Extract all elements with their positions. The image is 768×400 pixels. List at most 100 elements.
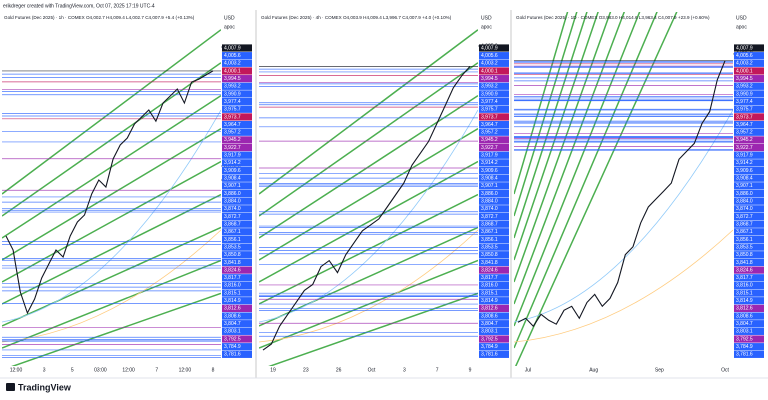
level-label: 3,973.7 xyxy=(736,114,753,120)
level-label: 3,867.1 xyxy=(224,229,241,235)
level-label-box xyxy=(734,166,764,175)
level-label-box xyxy=(479,304,509,312)
level-label: 3,993.2 xyxy=(481,84,498,90)
level-label: 3,815.1 xyxy=(481,290,498,296)
moving-average xyxy=(259,109,478,323)
level-label-box xyxy=(222,90,252,98)
level-label-box xyxy=(734,258,764,267)
level-label-box xyxy=(734,159,764,167)
moving-average xyxy=(514,109,733,323)
level-label-box xyxy=(222,105,252,113)
level-label: 3,990.9 xyxy=(736,91,753,97)
level-label: 3,853.5 xyxy=(481,244,498,250)
level-label-box xyxy=(734,350,764,358)
level-label: 3,945.2 xyxy=(736,137,753,143)
trendline xyxy=(2,259,221,349)
level-label: 3,824.6 xyxy=(224,267,241,273)
level-label: 3,874.0 xyxy=(481,206,498,212)
level-label-box xyxy=(479,243,509,251)
level-label-box xyxy=(479,212,509,221)
trendline xyxy=(268,292,478,366)
level-label: 3,964.7 xyxy=(481,122,498,128)
level-label-box xyxy=(479,197,509,205)
level-label: 3,908.4 xyxy=(224,176,241,182)
x-tick-label: 23 xyxy=(303,367,309,373)
level-label: 3,907.1 xyxy=(481,183,498,189)
level-label: 3,975.7 xyxy=(736,107,753,113)
level-label: 3,975.7 xyxy=(224,107,241,113)
panel xyxy=(2,29,221,366)
level-label: 3,908.4 xyxy=(481,176,498,182)
level-label-box xyxy=(479,166,509,175)
level-label-box xyxy=(734,228,764,236)
level-label-box xyxy=(734,52,764,60)
chart-title: Gold Futures (Dec 2025) · 1h · COMEX O4,… xyxy=(4,15,195,20)
level-label-box xyxy=(479,258,509,267)
moving-average xyxy=(2,229,221,343)
scale-mode: apoc xyxy=(736,24,747,30)
level-label: 3,914.2 xyxy=(736,160,753,166)
level-label-box xyxy=(222,75,252,83)
level-label: 3,872.7 xyxy=(736,214,753,220)
level-label: 3,792.5 xyxy=(481,336,498,342)
level-label: 3,856.1 xyxy=(736,237,753,243)
level-label-box xyxy=(222,343,252,351)
level-label-box xyxy=(734,212,764,221)
level-label: 3,784.9 xyxy=(736,344,753,350)
level-label: 3,973.7 xyxy=(224,114,241,120)
level-label: 3,945.2 xyxy=(481,137,498,143)
level-label: 3,817.7 xyxy=(736,275,753,281)
level-label: 3,792.5 xyxy=(736,336,753,342)
level-label-box xyxy=(222,266,252,274)
level-label-box xyxy=(734,327,764,335)
level-label: 3,886.0 xyxy=(736,191,753,197)
level-label: 3,816.0 xyxy=(481,283,498,289)
level-label: 3,850.8 xyxy=(224,252,241,258)
level-label: 3,994.5 xyxy=(481,76,498,82)
level-label-box xyxy=(479,113,509,121)
level-label: 3,824.6 xyxy=(481,267,498,273)
level-label-box xyxy=(734,105,764,113)
scale-mode: apoc xyxy=(481,24,492,30)
level-label-box xyxy=(222,197,252,205)
level-label-box xyxy=(222,220,252,228)
scale-mode: apoc xyxy=(224,24,235,30)
level-label-box xyxy=(479,251,509,259)
level-label: 3,812.6 xyxy=(736,306,753,312)
level-label: 4,007.9 xyxy=(736,45,753,51)
level-label: 3,994.5 xyxy=(224,76,241,82)
level-label-box xyxy=(734,205,764,213)
level-label-box xyxy=(222,59,252,67)
level-label: 3,922.7 xyxy=(481,145,498,151)
level-label: 4,000.1 xyxy=(736,68,753,74)
level-label-box xyxy=(222,174,252,182)
level-label-box xyxy=(734,182,764,190)
level-label-box xyxy=(734,59,764,67)
level-label-box xyxy=(222,350,252,358)
level-label: 3,815.1 xyxy=(736,290,753,296)
level-label-box xyxy=(479,151,509,159)
level-label: 3,907.1 xyxy=(224,183,241,189)
x-tick-label: 12:00 xyxy=(179,367,192,373)
level-label-box xyxy=(479,44,509,52)
level-label-box xyxy=(734,120,764,129)
level-label-box xyxy=(222,304,252,312)
trendline xyxy=(2,160,221,283)
level-label-box xyxy=(222,166,252,175)
level-label-box xyxy=(479,343,509,351)
trendline xyxy=(514,12,641,327)
level-label-box xyxy=(734,312,764,320)
trendline xyxy=(514,12,658,349)
level-label-box xyxy=(734,82,764,90)
level-label-box xyxy=(734,75,764,83)
moving-average xyxy=(514,229,733,343)
level-label: 4,003.2 xyxy=(736,61,753,67)
level-label-box xyxy=(222,136,252,144)
level-label-box xyxy=(734,320,764,328)
level-label: 3,808.6 xyxy=(736,313,753,319)
level-label: 3,814.9 xyxy=(224,298,241,304)
level-label-box xyxy=(222,151,252,159)
trendline xyxy=(259,160,478,283)
level-label-box xyxy=(222,251,252,259)
level-label: 4,007.9 xyxy=(481,45,498,51)
